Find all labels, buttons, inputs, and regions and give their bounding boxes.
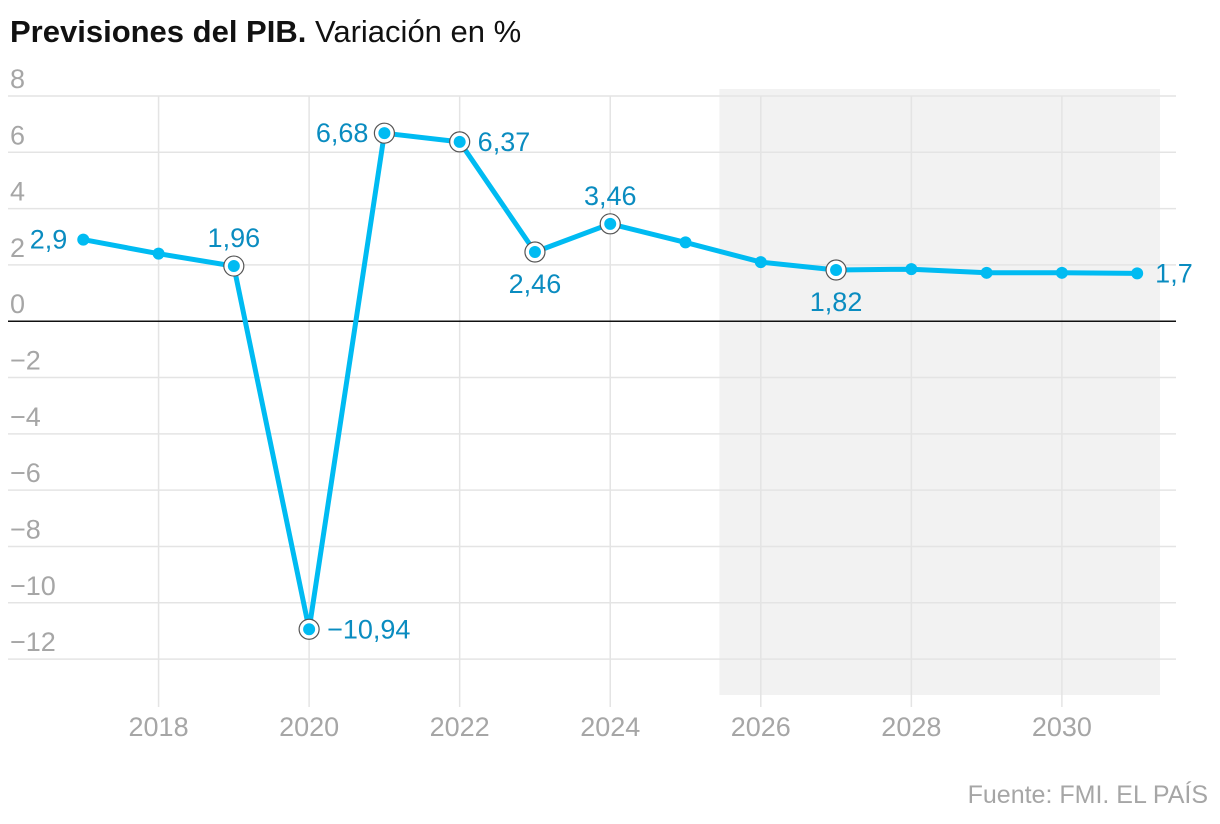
data-point: [1055, 266, 1068, 279]
data-point: [905, 263, 918, 276]
y-tick-label: −12: [10, 627, 56, 657]
y-tick-label: −2: [10, 346, 41, 376]
chart-subtitle: Variación en %: [314, 14, 522, 49]
data-point: [604, 217, 617, 230]
data-point: [679, 236, 692, 249]
y-tick-label: −4: [10, 402, 41, 432]
data-label: 3,46: [584, 181, 637, 211]
data-point: [830, 264, 843, 276]
chart-title-row: Previsiones del PIB. Variación en %: [10, 14, 521, 50]
y-tick-label: −8: [10, 514, 41, 544]
source-note: Fuente: FMI. EL PAÍS: [967, 781, 1208, 809]
data-label: 2,46: [509, 269, 562, 299]
data-point: [754, 256, 767, 269]
data-label: 1,96: [208, 223, 261, 253]
chart-title: Previsiones del PIB.: [10, 14, 307, 49]
data-point: [980, 266, 993, 279]
y-tick-label: 0: [10, 289, 25, 319]
data-label: 1,7: [1155, 258, 1193, 288]
x-tick-label: 2018: [129, 712, 189, 742]
forecast-band: [719, 89, 1160, 695]
x-tick-label: 2020: [279, 712, 339, 742]
x-tick-label: 2022: [430, 712, 490, 742]
data-point: [227, 260, 240, 273]
y-tick-label: 4: [10, 177, 25, 207]
y-tick-label: −10: [10, 571, 56, 601]
y-tick-label: −6: [10, 458, 41, 488]
data-point: [303, 623, 316, 636]
data-point: [1131, 267, 1144, 280]
data-label: 1,82: [810, 287, 863, 317]
y-tick-label: 8: [10, 64, 25, 94]
data-point: [152, 247, 165, 260]
x-tick-label: 2026: [731, 712, 791, 742]
data-label: 6,68: [316, 118, 369, 148]
data-label: 2,9: [30, 225, 68, 255]
y-tick-label: 2: [10, 233, 25, 263]
x-tick-label: 2028: [881, 712, 941, 742]
x-tick-label: 2030: [1032, 712, 1092, 742]
x-tick-label: 2024: [580, 712, 640, 742]
data-label: −10,94: [327, 614, 410, 644]
data-point: [453, 135, 466, 148]
data-point: [378, 127, 391, 140]
data-point: [528, 245, 541, 258]
data-label: 6,37: [478, 127, 531, 157]
data-point: [77, 233, 90, 246]
y-tick-label: 6: [10, 120, 25, 150]
